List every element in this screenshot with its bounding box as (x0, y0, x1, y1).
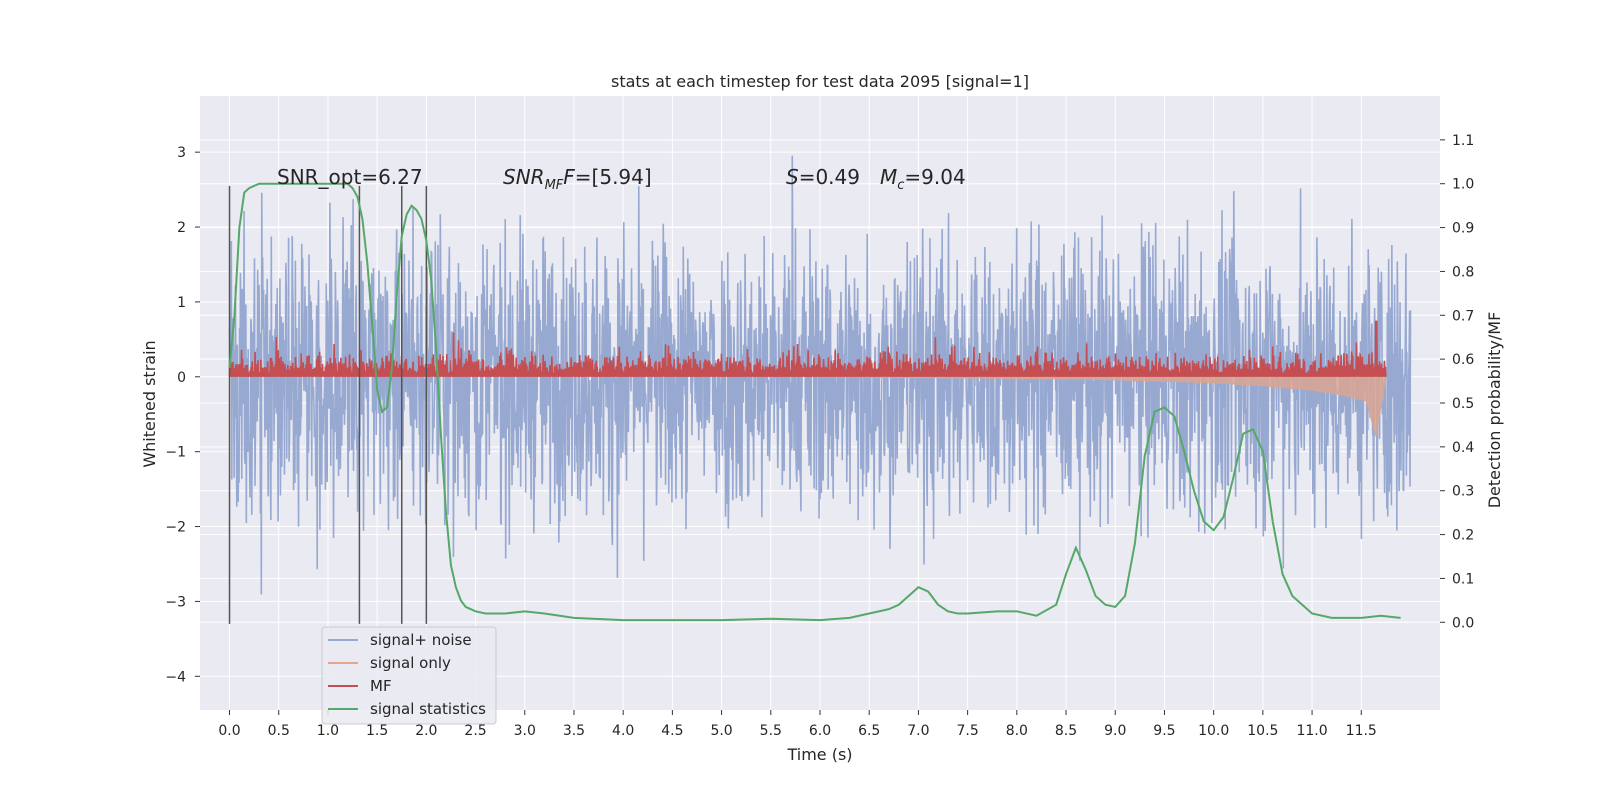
mc-value: =9.04 (904, 165, 965, 189)
snr-mf-name: SNR (503, 165, 545, 189)
y-tick-label: 3 (177, 145, 186, 161)
x-tick-label: 7.5 (956, 723, 978, 739)
mc-sub: c (897, 178, 904, 193)
y2-tick-label: 0.3 (1452, 484, 1474, 500)
y-tick-label: −1 (165, 445, 186, 461)
y-tick-label: 2 (177, 220, 186, 236)
x-tick-label: 5.5 (760, 723, 782, 739)
s-name: S (786, 165, 799, 189)
x-tick-label: 0.0 (218, 723, 240, 739)
y2-tick-label: 1.0 (1452, 177, 1474, 193)
vertical-markers (228, 185, 428, 624)
y-tick-label: 1 (177, 295, 186, 311)
y2-axis-label: Detection probability/MF (1485, 312, 1504, 509)
legend-box (321, 626, 497, 725)
x-ticks: 0.0 0.5 1.0 1.5 2.0 2.5 3.0 3.5 4.0 4.5 5.0 5.5 6.0 6… (218, 710, 1377, 739)
series-signal-statistics (228, 182, 1401, 622)
x-tick-label: 8.5 (1055, 723, 1077, 739)
legend-label-noise: signal+ noise (370, 631, 472, 649)
x-tick-label: 7.0 (907, 723, 929, 739)
y2-tick-label: 0.0 (1452, 615, 1474, 631)
y2-tick-label: 0.4 (1452, 440, 1474, 456)
series-mf (228, 320, 1387, 377)
y2-tick-label: 0.8 (1452, 264, 1474, 280)
y2-tick-label: 0.9 (1452, 221, 1474, 237)
snr-mf-sub: MF (545, 178, 564, 193)
y-tick-label: 0 (177, 370, 186, 386)
y-tick-label: −4 (165, 669, 186, 685)
annotation-snr-mf: SNRMFF=[5.94] (503, 165, 652, 193)
y2-tick-label: 0.6 (1452, 352, 1474, 368)
x-tick-label: 3.5 (563, 723, 585, 739)
annotation-s: S=0.49 (786, 165, 860, 189)
x-axis-label: Time (s) (786, 745, 852, 764)
x-tick-label: 10.5 (1247, 723, 1278, 739)
y2-tick-label: 1.1 (1452, 133, 1474, 149)
mc-name: M (880, 165, 897, 189)
x-tick-label: 4.5 (661, 723, 683, 739)
y-ticks: 3 2 1 0 −1 −2 −3 −4 (165, 145, 200, 685)
chart-title: stats at each timestep for test data 209… (611, 72, 1029, 91)
s-value: =0.49 (799, 165, 860, 189)
x-tick-label: 2.0 (415, 723, 437, 739)
legend-label-stat: signal statistics (370, 700, 486, 718)
x-tick-label: 9.0 (1104, 723, 1126, 739)
y-tick-label: −3 (165, 594, 186, 610)
y2-tick-label: 0.2 (1452, 528, 1474, 544)
x-tick-label: 5.0 (710, 723, 732, 739)
x-tick-label: 9.5 (1153, 723, 1175, 739)
annotation-mc: Mc=9.04 (880, 165, 966, 193)
legend-label-mf: MF (370, 677, 392, 695)
x-tick-label: 0.5 (268, 723, 290, 739)
y2-tick-label: 0.1 (1452, 571, 1474, 587)
y-axis-label: Whitened strain (140, 340, 159, 467)
x-tick-label: 1.5 (366, 723, 388, 739)
x-tick-label: 11.0 (1296, 723, 1327, 739)
legend: signal+ noise signal only MF signal stat… (321, 626, 497, 725)
y-tick-label: −2 (165, 520, 186, 536)
y2-ticks: 1.1 1.0 0.9 0.8 0.7 0.6 0.5 0.4 0.3 0.2 0.1 0.0 (1440, 133, 1474, 631)
legend-label-signal: signal only (370, 654, 451, 672)
x-tick-label: 10.0 (1198, 723, 1229, 739)
y2-tick-label: 0.7 (1452, 308, 1474, 324)
y2-tick-label: 0.5 (1452, 396, 1474, 412)
x-tick-label: 6.0 (809, 723, 831, 739)
x-tick-label: 3.0 (514, 723, 536, 739)
x-tick-label: 1.0 (317, 723, 339, 739)
x-tick-label: 8.0 (1006, 723, 1028, 739)
x-tick-label: 4.0 (612, 723, 634, 739)
x-tick-label: 6.5 (858, 723, 880, 739)
x-tick-label: 2.5 (464, 723, 486, 739)
annotation-snr-opt: SNR_opt=6.27 (277, 165, 423, 189)
x-tick-label: 11.5 (1346, 723, 1377, 739)
snr-mf-value: =[5.94] (575, 165, 652, 189)
